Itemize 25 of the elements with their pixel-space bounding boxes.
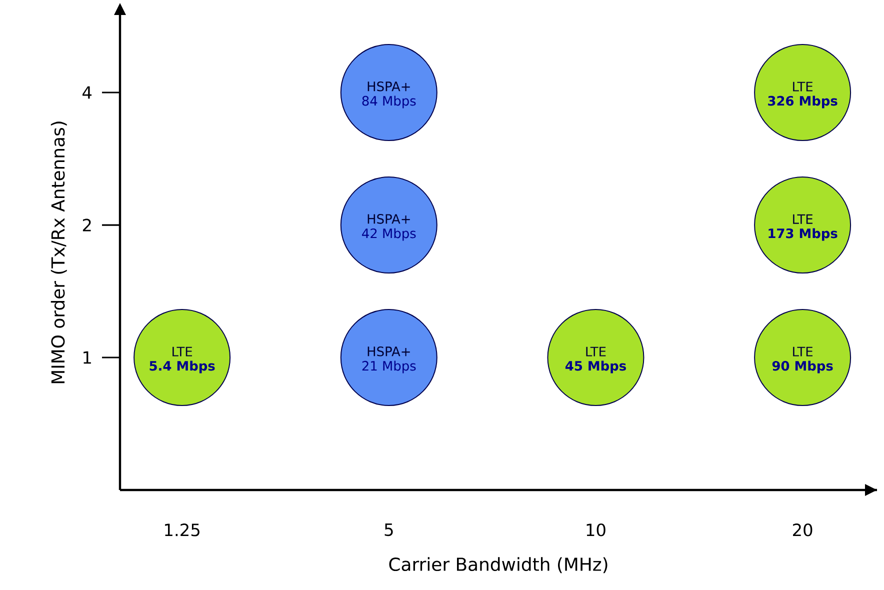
annotation: 5.4 Mbps xyxy=(150,360,215,374)
text: HSPA+ xyxy=(368,82,410,92)
annotation: 21 Mbps xyxy=(362,360,416,374)
x-tick-label: 20 xyxy=(793,523,812,536)
x-axis-title: Carrier Bandwidth (MHz) xyxy=(389,557,608,574)
text: LTE xyxy=(793,346,812,356)
x-tick-label: 5 xyxy=(384,523,393,536)
annotation: 90 Mbps xyxy=(772,360,833,374)
y-tick-label: 2 xyxy=(82,218,91,232)
text: HSPA+ xyxy=(368,214,410,224)
series-label: LTE xyxy=(793,214,812,224)
annotation: 173 Mbps xyxy=(768,228,838,241)
annotation: 84 Mbps xyxy=(362,96,416,108)
x-tick-label: 10 xyxy=(586,523,606,536)
y-axis-title: MIMO order (Tx/Rx Antennas) xyxy=(50,122,67,384)
y-tick-label: 4 xyxy=(82,86,92,99)
annotation: 45 Mbps xyxy=(565,360,626,374)
annotation: 326 Mbps xyxy=(768,96,838,108)
annotation: 42 Mbps xyxy=(362,228,416,241)
x-tick-label: 1.25 xyxy=(165,523,200,536)
text: LTE xyxy=(586,346,606,356)
text: LTE xyxy=(793,82,812,92)
y-tick-label: 1 xyxy=(84,351,91,364)
legend-label: HSPA+ xyxy=(368,346,410,356)
text: LTE xyxy=(172,346,192,356)
